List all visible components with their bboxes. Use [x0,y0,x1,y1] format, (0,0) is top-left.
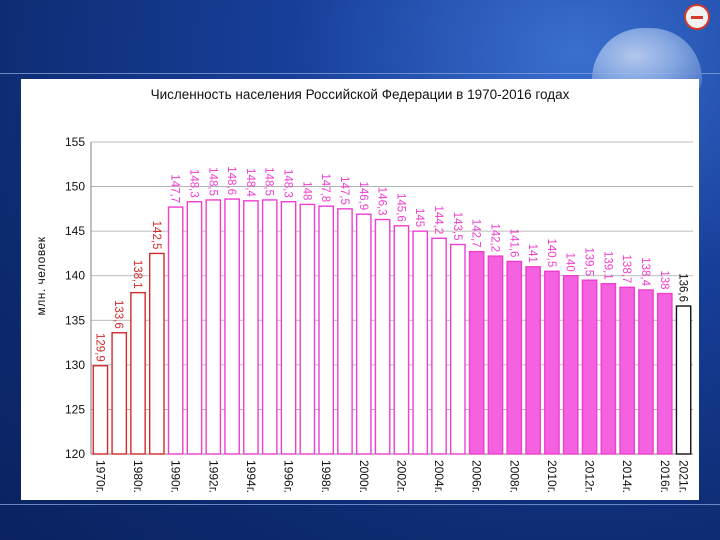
data-label: 141,6 [507,229,519,258]
bar [525,266,541,455]
bar [468,250,485,455]
data-label: 142,7 [470,219,482,248]
top-divider-line [0,73,720,74]
bar [619,286,636,455]
bar [431,237,447,455]
x-tick-label: 1980г. [131,460,145,493]
bar [186,201,203,455]
data-label: 142,2 [488,223,500,252]
data-label: 140,5 [545,238,557,267]
bar [261,199,278,455]
bar [280,201,297,455]
data-label: 146,3 [376,187,388,216]
bar [393,225,410,455]
x-tick-label: 2002г. [394,460,408,493]
bar [562,275,579,455]
bar [92,365,109,455]
data-label: 138,4 [639,257,651,286]
bar [544,270,560,455]
x-tick-label: 2021г. [677,460,691,493]
x-tick-label: 1970г. [93,460,107,493]
x-tick-label: 1998г. [319,460,333,493]
y-tick-label: 135 [65,313,85,327]
x-tick-label: 2012г. [583,460,597,493]
bar [111,332,128,455]
data-label: 142,5 [150,221,162,250]
bar [318,205,335,455]
data-label: 129,9 [93,333,105,362]
emblem-logo-icon [684,4,710,30]
data-label: 147,7 [169,174,181,203]
x-tick-label: 2008г. [507,460,521,493]
data-label: 145 [413,208,425,227]
bar [337,208,353,455]
bar [299,203,316,455]
y-tick-label: 130 [65,358,85,372]
bar [148,252,165,455]
bar [167,206,184,455]
bar [506,260,523,455]
bar [374,218,391,455]
bar [581,279,598,455]
data-label: 147,8 [319,173,331,202]
bar [638,289,654,455]
bar [487,255,504,455]
data-label: 138 [658,270,670,289]
bar [600,283,617,455]
bar [243,200,259,455]
bar [449,243,466,455]
data-label: 148,3 [282,169,294,198]
y-tick-label: 155 [65,135,85,149]
y-tick-label: 145 [65,224,85,238]
data-label: 148,4 [244,168,256,197]
x-tick-label: 2004г. [432,460,446,493]
data-label: 144,2 [432,205,444,234]
data-label: 147,5 [338,176,350,205]
data-label: 148,5 [206,167,218,196]
data-label: 140 [564,253,576,272]
population-bar-chart: 120 125 130 135 140 145 150 155 129,9 1970г. 133,6… [65,135,693,493]
bar [224,198,240,455]
data-label: 141 [526,244,538,263]
data-label: 143,5 [451,212,463,241]
data-label: 148,5 [263,167,275,196]
chart-panel: Численность населения Российской Федерац… [21,79,699,500]
bar [130,291,146,455]
y-tick-label: 120 [65,447,85,461]
y-tick-label: 140 [65,269,85,283]
chart-title: Численность населения Российской Федерац… [150,87,570,102]
bar [656,292,673,455]
data-label: 136,6 [677,273,689,302]
data-label: 148 [300,181,312,200]
x-tick-label: 2006г. [470,460,484,493]
data-label: 138,1 [131,260,143,289]
data-label: 133,6 [112,300,124,329]
x-tick-label: 2000г. [357,460,371,493]
x-tick-label: 2016г. [658,460,672,493]
data-label: 138,7 [620,255,632,284]
x-tick-label: 1996г. [282,460,296,493]
x-tick-label: 1994г. [244,460,258,493]
y-tick-label: 125 [65,402,85,416]
data-label: 139,1 [601,251,613,280]
x-tick-label: 2014г. [620,460,634,493]
bar [412,230,429,455]
data-label: 145,6 [394,193,406,222]
y-tick-label: 150 [65,180,85,194]
data-label: 148,6 [225,166,237,195]
x-tick-label: 1990г. [169,460,183,493]
x-tick-label: 1992г. [206,460,220,493]
data-label: 139,5 [583,247,595,276]
data-label: 146,9 [357,181,369,210]
bar [675,305,692,455]
bar [355,213,372,455]
bar [205,199,222,455]
x-tick-label: 2010г. [545,460,559,493]
data-label: 148,3 [187,169,199,198]
bottom-divider-line [0,504,720,505]
